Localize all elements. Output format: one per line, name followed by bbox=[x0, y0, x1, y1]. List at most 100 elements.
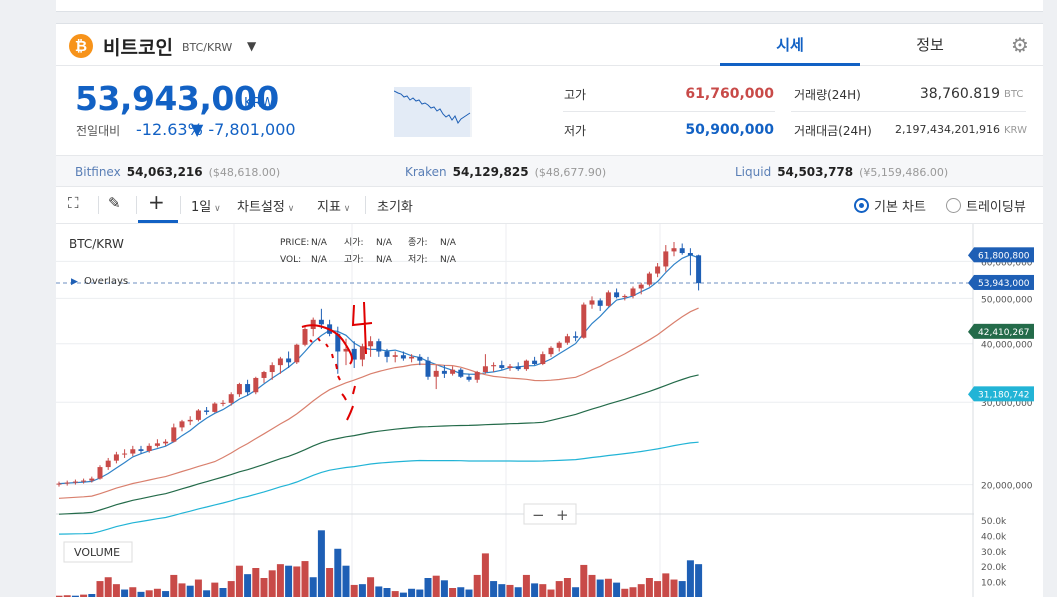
volume-bar bbox=[613, 582, 621, 597]
radio-basic-chart[interactable] bbox=[854, 198, 869, 213]
volume-bar bbox=[260, 578, 268, 597]
coin-name[interactable]: 비트코인 bbox=[103, 37, 173, 59]
candle-body bbox=[491, 365, 497, 367]
candle-body bbox=[671, 248, 677, 252]
candle-body bbox=[696, 255, 702, 284]
interval-label: 1일 bbox=[191, 200, 212, 215]
price-axis: 60,000,000 50,000,000 40,000,000 30,000,000… bbox=[968, 224, 1043, 597]
volume-bar bbox=[309, 577, 317, 597]
low-value: 50,900,000 bbox=[685, 122, 774, 138]
ma120-line bbox=[58, 441, 699, 535]
plot-background bbox=[56, 224, 973, 597]
volume-bar bbox=[408, 588, 416, 597]
chart-settings-menu[interactable]: 차트설정 ∨ bbox=[237, 196, 294, 215]
bitcoin-icon: ₿ bbox=[69, 34, 93, 58]
volume-bar bbox=[473, 574, 481, 597]
volume-bar bbox=[170, 574, 178, 597]
candle-body bbox=[474, 372, 480, 380]
exchange-price: 54,129,825 bbox=[452, 165, 529, 179]
candle-body bbox=[56, 483, 62, 485]
volume-bar bbox=[358, 584, 366, 597]
zoom-out-button[interactable]: − bbox=[532, 506, 545, 524]
volume-bar bbox=[506, 584, 514, 597]
basic-chart-label[interactable]: 기본 차트 bbox=[874, 200, 926, 215]
volume-bar bbox=[662, 573, 670, 597]
candle-body bbox=[425, 360, 431, 377]
volume-bar bbox=[186, 585, 194, 597]
indicators-menu[interactable]: 지표 ∨ bbox=[317, 196, 350, 215]
interval-select[interactable]: 1일 ∨ bbox=[191, 196, 221, 215]
price-marker-arrow bbox=[968, 247, 974, 263]
tab-info[interactable]: 정보 bbox=[916, 36, 944, 54]
crosshair-icon[interactable]: + bbox=[148, 190, 165, 214]
tab-price[interactable]: 시세 bbox=[720, 24, 860, 66]
volume-bar bbox=[293, 566, 301, 597]
chart-pair-label: BTC/KRW bbox=[69, 237, 124, 251]
reset-button[interactable]: 초기화 bbox=[377, 200, 413, 215]
candle-body bbox=[466, 376, 472, 380]
exchange-name: Liquid bbox=[735, 165, 772, 179]
gear-icon[interactable]: ⚙ bbox=[1011, 33, 1029, 57]
volume-tick-label: 50.0k bbox=[981, 517, 1007, 527]
amount-label: 거래대금(24H) bbox=[794, 124, 872, 138]
overlays-toggle[interactable]: Overlays bbox=[84, 276, 128, 287]
candle-body bbox=[507, 366, 513, 368]
volume-bar bbox=[383, 588, 391, 597]
tradingview-label[interactable]: 트레이딩뷰 bbox=[966, 200, 1026, 215]
low-label: 저가 bbox=[564, 124, 587, 138]
candle-body bbox=[318, 319, 324, 325]
change-percent: -12.63% bbox=[136, 120, 203, 139]
candle-body bbox=[433, 370, 439, 377]
volume-bar bbox=[555, 581, 563, 597]
price-marker-label: 53,943,000 bbox=[978, 279, 1030, 289]
volume-bar bbox=[481, 553, 489, 597]
candle-body bbox=[458, 369, 464, 377]
volume-bar bbox=[416, 589, 424, 597]
chevron-down-icon[interactable]: ▼ bbox=[247, 39, 257, 53]
volume-bar bbox=[465, 589, 473, 597]
legend-high-key: 고가: bbox=[344, 254, 364, 265]
volume-bar bbox=[56, 595, 63, 597]
exchange-usd: ($48,618.00) bbox=[208, 166, 281, 179]
volume-bar bbox=[686, 560, 694, 597]
radio-tradingview[interactable] bbox=[946, 198, 961, 213]
exchange-kraken: Kraken 54,129,825 ($48,677.90) bbox=[405, 165, 606, 179]
volume-bar bbox=[399, 592, 407, 597]
zoom-in-button[interactable]: + bbox=[556, 506, 569, 524]
volume-bar bbox=[121, 589, 129, 597]
candle-body bbox=[663, 251, 669, 267]
candle-body bbox=[269, 365, 275, 373]
candle-body bbox=[97, 467, 103, 479]
exchange-usd: ($48,677.90) bbox=[534, 166, 607, 179]
exchange-name: Kraken bbox=[405, 165, 447, 179]
volume-bar bbox=[432, 575, 440, 597]
price-marker bbox=[974, 274, 1034, 290]
coin-pair[interactable]: BTC/KRW bbox=[182, 41, 233, 54]
candle-body bbox=[72, 481, 78, 483]
volume-label: VOLUME bbox=[74, 546, 120, 559]
volume-tick-label: 40.0k bbox=[981, 532, 1007, 542]
candle-body bbox=[417, 356, 423, 361]
zoom-box bbox=[523, 503, 577, 525]
volume-bar bbox=[621, 588, 629, 597]
volume-bar bbox=[522, 574, 530, 597]
pencil-icon[interactable]: ✎ bbox=[108, 194, 121, 212]
candle-body bbox=[236, 384, 242, 395]
volume-bar bbox=[219, 588, 227, 597]
top-strip bbox=[56, 0, 1043, 12]
candle-body bbox=[261, 372, 267, 378]
chevron-down-icon: ∨ bbox=[340, 204, 351, 214]
candle-body bbox=[163, 441, 169, 444]
candle-body bbox=[548, 347, 554, 355]
volume-bar bbox=[342, 565, 350, 597]
price-chart[interactable]: 60,000,000 50,000,000 40,000,000 30,000,000… bbox=[56, 224, 1043, 597]
candle-body bbox=[64, 482, 70, 484]
overlays-toggle-icon[interactable]: ▶ bbox=[71, 277, 78, 287]
volume-bar bbox=[588, 574, 596, 597]
volume-bar bbox=[88, 594, 96, 597]
exchange-price: 54,063,216 bbox=[126, 165, 203, 179]
amount-unit: KRW bbox=[1004, 125, 1027, 136]
fullscreen-icon[interactable]: ⛶ bbox=[68, 194, 79, 212]
volume-bar bbox=[563, 578, 571, 597]
volume-bar bbox=[162, 591, 170, 597]
